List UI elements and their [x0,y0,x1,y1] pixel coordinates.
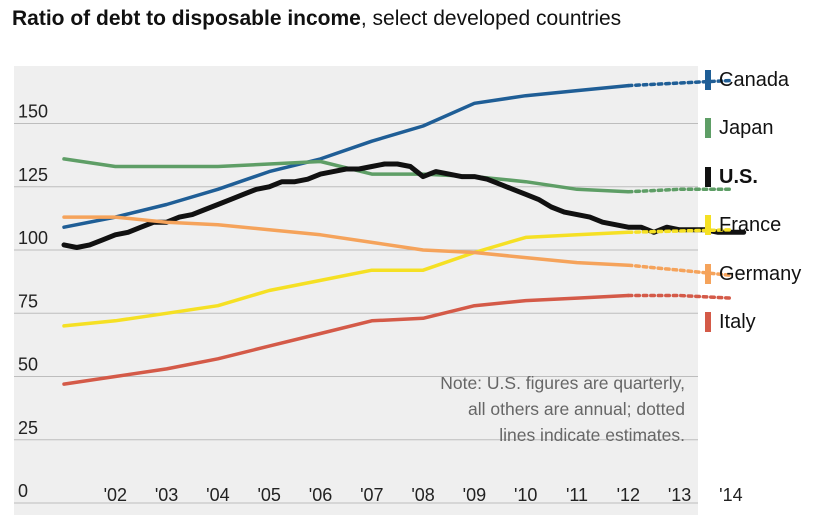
series-line-germany [62,215,631,267]
x-tick-label-2006: '06 [309,485,332,505]
note-line-2: all others are annual; dotted [468,399,685,419]
legend-label-japan: Japan [719,117,774,139]
chart-title-sub: , select developed countries [360,7,622,30]
legend-swatch-canada [705,70,711,90]
series-line-france [62,230,631,328]
x-tick-label-2011: '11 [566,485,588,505]
y-tick-label-125: 125 [18,165,48,185]
y-tick-label-50: 50 [18,355,38,375]
y-tick-label-25: 25 [18,418,38,438]
y-tick-label-100: 100 [18,228,48,248]
x-tick-label-2007: '07 [360,485,383,505]
x-tick-label-2013: '13 [668,485,691,505]
legend-label-canada: Canada [719,69,790,91]
note-line-3: lines indicate estimates. [499,425,685,445]
series-estimate-italy [626,293,733,300]
x-tick-label-2014: '14 [719,485,742,505]
legend-label-france: France [719,214,782,236]
legend-label-germany: Germany [719,263,802,285]
legend-swatch-us [705,167,711,187]
x-tick-label-2012: '12 [617,485,640,505]
x-tick-label-2010: '10 [514,485,537,505]
x-tick-label-2008: '08 [411,485,434,505]
y-tick-label-0: 0 [18,481,28,501]
legend-label-italy: Italy [719,311,756,333]
series-line-canada [62,83,631,229]
legend-swatch-japan [705,118,711,138]
series-estimate-canada [626,78,733,88]
x-tick-label-2004: '04 [206,485,229,505]
series-estimate-france [626,228,733,235]
legend-swatch-italy [705,312,711,332]
x-tick-label-2002: '02 [104,485,127,505]
chart-title-main: Ratio of debt to disposable income [12,7,361,30]
note-line-1: Note: U.S. figures are quarterly, [440,373,685,393]
legend-swatch-germany [705,264,711,284]
series-line-us [61,161,747,250]
series-estimate-japan [626,187,733,194]
legend-swatch-france [705,215,711,235]
legend-label-us: U.S. [719,166,758,188]
chart-note: Note: U.S. figures are quarterly, all ot… [360,370,685,448]
x-tick-label-2003: '03 [155,485,178,505]
y-tick-label-75: 75 [18,291,38,311]
y-tick-label-150: 150 [18,102,48,122]
x-tick-label-2005: '05 [257,485,280,505]
chart-title: Ratio of debt to disposable income, sele… [12,7,621,31]
x-tick-label-2009: '09 [463,485,486,505]
series-estimate-germany [626,263,733,278]
series-line-italy [62,293,631,386]
